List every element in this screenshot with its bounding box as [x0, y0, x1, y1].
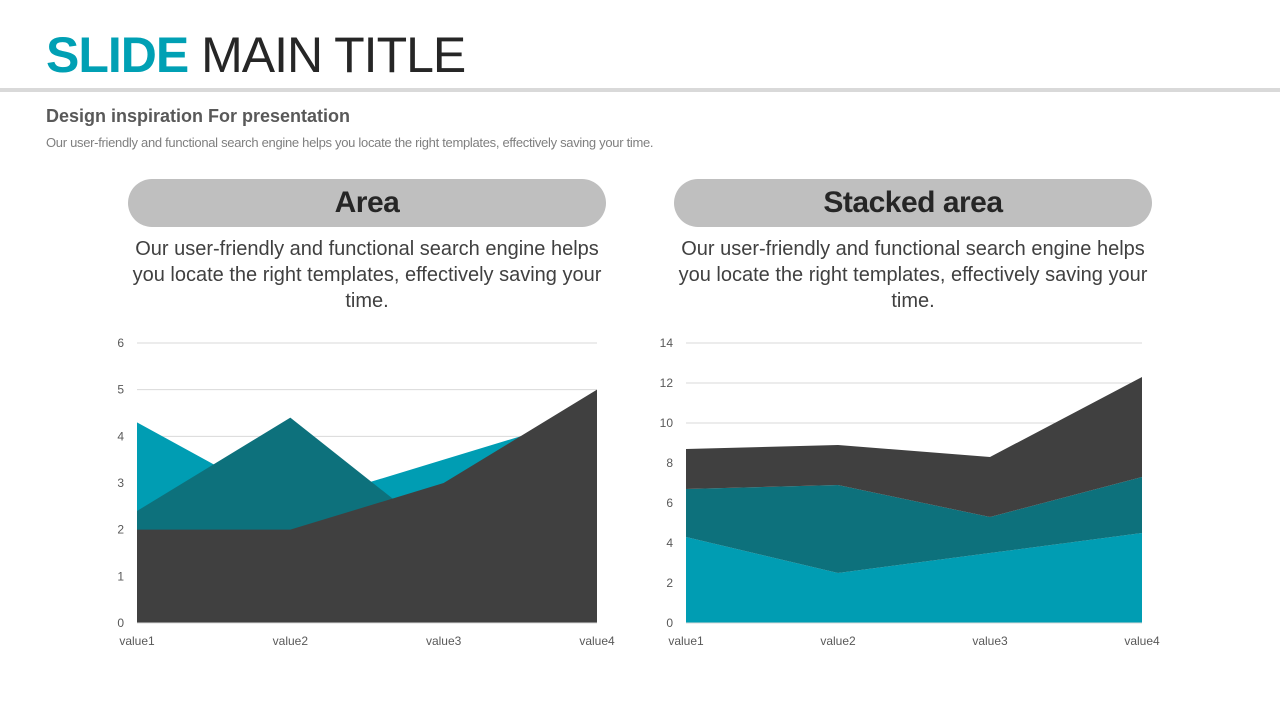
y-tick-label: 2	[666, 576, 673, 590]
x-tick-label: value1	[119, 634, 155, 648]
y-tick-label: 1	[117, 569, 124, 583]
x-tick-label: value4	[579, 634, 615, 648]
y-tick-label: 0	[117, 616, 124, 630]
area-series-2	[686, 477, 1142, 573]
slide-subtitle: Design inspiration For presentation	[46, 106, 351, 126]
y-tick-label: 3	[117, 476, 124, 490]
area-series-3	[137, 389, 597, 623]
area-panel-heading: Area	[128, 179, 606, 227]
area-panel-description: Our user-friendly and functional search …	[132, 238, 602, 312]
area-series-1	[686, 533, 1142, 623]
title-divider	[0, 88, 1280, 92]
slide-title-accent: SLIDE	[46, 27, 189, 83]
slide-subtext: Our user-friendly and functional search …	[46, 135, 654, 150]
y-tick-label: 4	[117, 429, 124, 443]
y-tick-label: 4	[666, 536, 673, 550]
slide-title-rest: MAIN TITLE	[201, 27, 466, 83]
x-tick-label: value2	[820, 634, 856, 648]
x-tick-label: value3	[426, 634, 462, 648]
y-tick-label: 8	[666, 456, 673, 470]
slide-title: SLIDE MAIN TITLE	[46, 26, 466, 84]
y-tick-label: 12	[660, 376, 674, 390]
x-tick-label: value3	[972, 634, 1008, 648]
y-tick-label: 6	[117, 336, 124, 350]
area-series-3	[686, 377, 1142, 517]
y-tick-label: 2	[117, 523, 124, 537]
y-tick-label: 6	[666, 496, 673, 510]
area-chart: 0 1 2 3 4 5 6 value1 value2 value3 value4	[117, 336, 615, 648]
y-tick-label: 14	[660, 336, 674, 350]
stacked-area-panel-description: Our user-friendly and functional search …	[678, 238, 1148, 312]
y-tick-label: 5	[117, 383, 124, 397]
y-tick-label: 10	[660, 416, 674, 430]
x-tick-label: value4	[1124, 634, 1160, 648]
x-tick-label: value2	[273, 634, 309, 648]
y-tick-label: 0	[666, 616, 673, 630]
x-tick-label: value1	[668, 634, 704, 648]
stacked-area-chart: 0 2 4 6 8 10 12 14 value1 value2 value3 value4	[660, 336, 1160, 648]
stacked-area-panel-heading: Stacked area	[674, 179, 1152, 227]
